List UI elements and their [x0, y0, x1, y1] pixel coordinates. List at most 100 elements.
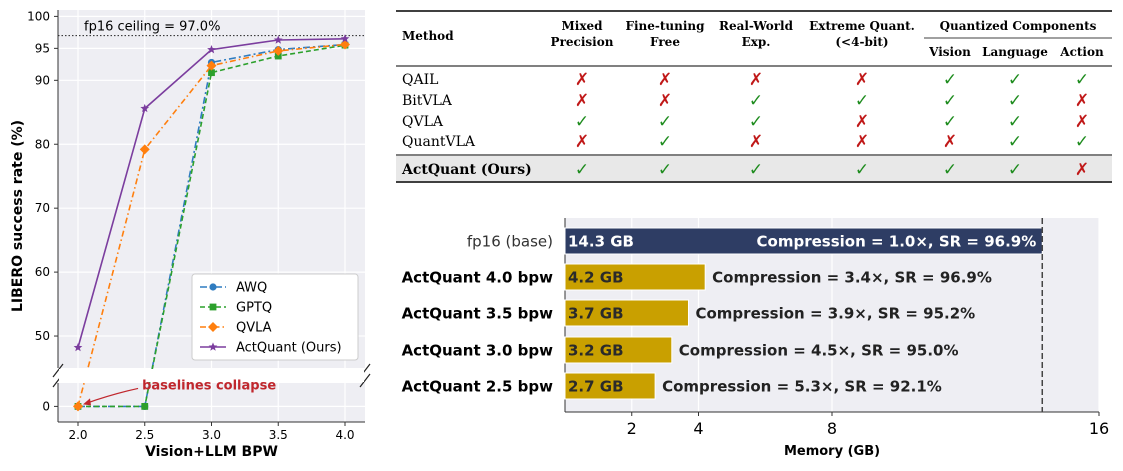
header-vision: Vision — [928, 45, 971, 59]
check-icon: ✓ — [749, 160, 763, 180]
cross-icon: ✗ — [749, 70, 763, 90]
cross-icon: ✗ — [575, 91, 589, 111]
bar-annotation: Compression = 5.3×, SR = 92.1% — [662, 378, 942, 396]
x-tick-label: 3.0 — [202, 428, 221, 442]
check-icon: ✓ — [855, 91, 869, 111]
data-point — [73, 342, 83, 352]
bar-annotation: Compression = 1.0×, SR = 96.9% — [757, 233, 1037, 251]
row-method: ActQuant (Ours) — [401, 162, 532, 178]
cross-icon: ✗ — [575, 132, 589, 152]
data-point — [207, 45, 216, 54]
bar — [564, 372, 656, 400]
annotation-text: baselines collapse — [142, 378, 276, 393]
x-tick-label: 4.0 — [335, 428, 354, 442]
data-point — [340, 34, 350, 43]
y-tick-label: 80 — [35, 137, 50, 151]
reference-line-label: fp16 ceiling = 97.0% — [84, 20, 220, 35]
data-point — [273, 35, 283, 44]
check-icon: ✓ — [1008, 160, 1022, 180]
legend-label: ActQuant (Ours) — [236, 341, 342, 356]
check-icon: ✓ — [943, 112, 957, 132]
cross-icon: ✗ — [1075, 160, 1089, 180]
row-method: QAIL — [402, 72, 438, 88]
bar — [564, 299, 689, 327]
header-action: Action — [1059, 45, 1104, 59]
y-tick-label: 90 — [35, 73, 50, 87]
check-icon: ✓ — [749, 91, 763, 111]
legend-label: QVLA — [236, 321, 272, 336]
bar — [564, 227, 1043, 255]
axis-break-gap — [59, 369, 364, 382]
header-mixed: Mixed — [561, 19, 603, 33]
data-point — [274, 52, 282, 60]
bar-annotation: Compression = 3.4×, SR = 96.9% — [712, 269, 992, 287]
check-icon: ✓ — [1008, 70, 1022, 90]
header-realworld: Real-World — [719, 19, 794, 33]
legend-marker — [209, 303, 217, 311]
check-icon: ✓ — [1008, 91, 1022, 111]
axis-break-mark — [52, 363, 64, 378]
bar-annotation: Compression = 4.5×, SR = 95.0% — [679, 342, 959, 360]
data-point — [73, 401, 83, 412]
cross-icon: ✗ — [855, 132, 869, 152]
bar-value-label: 3.2 GB — [568, 342, 624, 360]
x-tick-label: 16 — [1089, 419, 1109, 438]
bar — [564, 263, 706, 291]
bar-category-label: ActQuant 2.5 bpw — [402, 378, 554, 396]
row-method: QuantVLA — [402, 134, 476, 150]
check-icon: ✓ — [1008, 132, 1022, 152]
series-line-gptq — [78, 44, 346, 408]
legend-label: AWQ — [236, 281, 267, 296]
header-language: Language — [982, 45, 1048, 59]
data-point — [273, 45, 284, 56]
header-finetune: Fine-tuning — [625, 19, 705, 33]
data-point — [208, 69, 215, 77]
check-icon: ✓ — [658, 112, 672, 132]
check-icon: ✓ — [575, 112, 589, 132]
y-tick-label: 95 — [35, 41, 50, 55]
y-tick-label: 70 — [35, 201, 50, 215]
x-axis-label: Memory (GB) — [784, 444, 880, 459]
x-tick-label: 2 — [627, 419, 637, 438]
cross-icon: ✗ — [943, 132, 957, 152]
memory-bar-chart: 2 4 8 16 Memory (GB) fp16 (base) 14.3 GB Compre… — [402, 218, 1109, 459]
check-icon: ✓ — [855, 160, 869, 180]
x-tick-label: 2.0 — [68, 428, 87, 442]
header-quantized-components: Quantized Components — [940, 19, 1097, 33]
line-chart: 50 60 70 80 90 95 100 0 2.0 2.5 3.0 3.5 4.0 Vision+LL… — [10, 9, 371, 460]
cross-icon: ✗ — [1075, 112, 1089, 132]
bar-category-label: fp16 (base) — [467, 233, 553, 251]
check-icon: ✓ — [1075, 132, 1089, 152]
row-method: BitVLA — [402, 93, 453, 109]
cross-icon: ✗ — [855, 112, 869, 132]
check-icon: ✓ — [943, 160, 957, 180]
y-tick-label: 50 — [35, 329, 50, 343]
row-method: QVLA — [402, 114, 444, 130]
bar-annotation: Compression = 3.9×, SR = 95.2% — [695, 305, 975, 323]
annotation-arrowhead — [83, 398, 91, 406]
cross-icon: ✗ — [855, 70, 869, 90]
bar-category-label: ActQuant 4.0 bpw — [402, 269, 554, 287]
series-line-qvla — [77, 43, 346, 407]
bar-value-label: 2.7 GB — [568, 378, 624, 396]
check-icon: ✓ — [749, 112, 763, 132]
highlight-row-bg — [396, 156, 1112, 181]
header-method: Method — [402, 29, 454, 43]
y-axis-label: LIBERO success rate (%) — [10, 120, 26, 312]
y-tick-label: 100 — [27, 9, 50, 23]
header-realworld: Exp. — [742, 35, 771, 49]
y-tick-label: 60 — [35, 265, 50, 279]
bar-value-label: 4.2 GB — [568, 269, 624, 287]
check-icon: ✓ — [658, 132, 672, 152]
x-tick-label: 3.5 — [269, 428, 288, 442]
legend-label: GPTQ — [236, 301, 272, 316]
cross-icon: ✗ — [658, 91, 672, 111]
check-icon: ✓ — [943, 91, 957, 111]
header-mixed: Precision — [551, 35, 614, 49]
axis-break-mark — [359, 373, 371, 388]
legend-marker — [208, 342, 218, 351]
cross-icon: ✗ — [658, 70, 672, 90]
bar-category-label: ActQuant 3.0 bpw — [402, 342, 554, 360]
cross-icon: ✗ — [575, 70, 589, 90]
data-point — [141, 403, 149, 410]
